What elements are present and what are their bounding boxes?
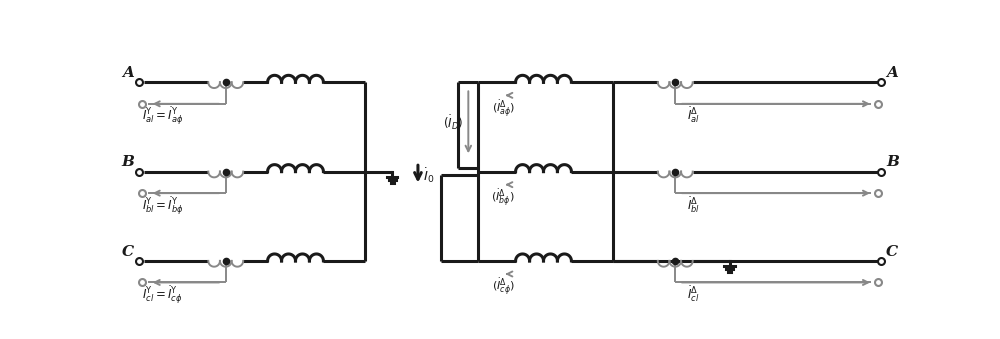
Text: $\dot{I}^{\rm Y}_{bl}=\dot{I}^{\rm Y}_{b\phi}$: $\dot{I}^{\rm Y}_{bl}=\dot{I}^{\rm Y}_{b… — [142, 195, 184, 217]
Text: C: C — [122, 245, 134, 259]
Text: C: C — [886, 245, 898, 259]
Text: B: B — [121, 155, 134, 169]
Text: $\dot{I}^{\rm Y}_{cl}=\dot{I}^{\rm Y}_{c\phi}$: $\dot{I}^{\rm Y}_{cl}=\dot{I}^{\rm Y}_{c… — [142, 284, 183, 306]
Text: $(\dot{I}^{\Delta}_{a\phi})$: $(\dot{I}^{\Delta}_{a\phi})$ — [492, 98, 515, 119]
Text: $\dot{I}^{\Delta}_{cl}$: $\dot{I}^{\Delta}_{cl}$ — [687, 284, 699, 304]
Text: $(\dot{I}^{\Delta}_{c\phi})$: $(\dot{I}^{\Delta}_{c\phi})$ — [492, 276, 515, 297]
Text: $\dot{I}^{\rm Y}_{al}=\dot{I}^{\rm Y}_{a\phi}$: $\dot{I}^{\rm Y}_{al}=\dot{I}^{\rm Y}_{a… — [142, 105, 184, 127]
Text: A: A — [886, 66, 898, 80]
Text: $\dot{I}_0$: $\dot{I}_0$ — [423, 166, 435, 185]
Text: A: A — [122, 66, 134, 80]
Text: B: B — [886, 155, 899, 169]
Text: $\dot{I}^{\Delta}_{al}$: $\dot{I}^{\Delta}_{al}$ — [687, 105, 700, 125]
Text: $(\dot{I}^{\Delta}_{b\phi})$: $(\dot{I}^{\Delta}_{b\phi})$ — [491, 187, 515, 208]
Text: $\dot{I}^{\Delta}_{bl}$: $\dot{I}^{\Delta}_{bl}$ — [687, 195, 700, 215]
Text: $(\dot{I}_{D})$: $(\dot{I}_{D})$ — [443, 114, 464, 132]
